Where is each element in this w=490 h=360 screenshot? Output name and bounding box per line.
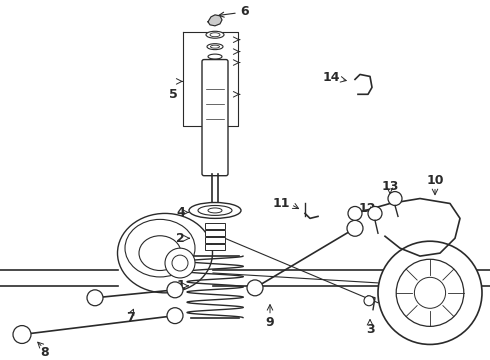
Circle shape bbox=[396, 259, 464, 327]
Ellipse shape bbox=[208, 208, 222, 213]
Text: 3: 3 bbox=[366, 323, 374, 336]
Text: 1: 1 bbox=[176, 279, 185, 292]
Ellipse shape bbox=[139, 236, 181, 270]
Text: 5: 5 bbox=[169, 88, 178, 101]
Circle shape bbox=[247, 280, 263, 296]
Text: 2: 2 bbox=[176, 232, 185, 245]
FancyBboxPatch shape bbox=[202, 59, 228, 176]
Bar bbox=[205, 230, 225, 236]
Text: 7: 7 bbox=[125, 311, 134, 324]
Text: 11: 11 bbox=[272, 197, 290, 210]
Circle shape bbox=[13, 325, 31, 343]
Circle shape bbox=[87, 290, 103, 306]
Circle shape bbox=[368, 207, 382, 220]
Bar bbox=[205, 237, 225, 243]
Ellipse shape bbox=[210, 33, 220, 37]
Polygon shape bbox=[208, 15, 222, 26]
Text: 14: 14 bbox=[322, 71, 340, 84]
Ellipse shape bbox=[189, 202, 241, 219]
Circle shape bbox=[172, 255, 188, 271]
Circle shape bbox=[347, 220, 363, 236]
Circle shape bbox=[167, 308, 183, 324]
Ellipse shape bbox=[211, 45, 220, 48]
Bar bbox=[205, 244, 225, 250]
Text: 6: 6 bbox=[219, 5, 249, 18]
Bar bbox=[205, 223, 225, 229]
Ellipse shape bbox=[206, 31, 224, 38]
Text: 12: 12 bbox=[358, 202, 376, 215]
Circle shape bbox=[364, 296, 374, 306]
Text: 8: 8 bbox=[41, 346, 49, 359]
Text: 4: 4 bbox=[176, 206, 185, 219]
Text: 13: 13 bbox=[381, 180, 399, 193]
Ellipse shape bbox=[198, 206, 232, 215]
Circle shape bbox=[388, 192, 402, 206]
Circle shape bbox=[415, 277, 445, 308]
Ellipse shape bbox=[125, 219, 195, 277]
Text: 9: 9 bbox=[266, 316, 274, 329]
Ellipse shape bbox=[208, 54, 222, 59]
Circle shape bbox=[165, 248, 195, 278]
Ellipse shape bbox=[207, 44, 223, 50]
Ellipse shape bbox=[118, 213, 213, 293]
Circle shape bbox=[378, 241, 482, 345]
Circle shape bbox=[348, 207, 362, 220]
Circle shape bbox=[167, 282, 183, 298]
Text: 10: 10 bbox=[426, 174, 444, 187]
